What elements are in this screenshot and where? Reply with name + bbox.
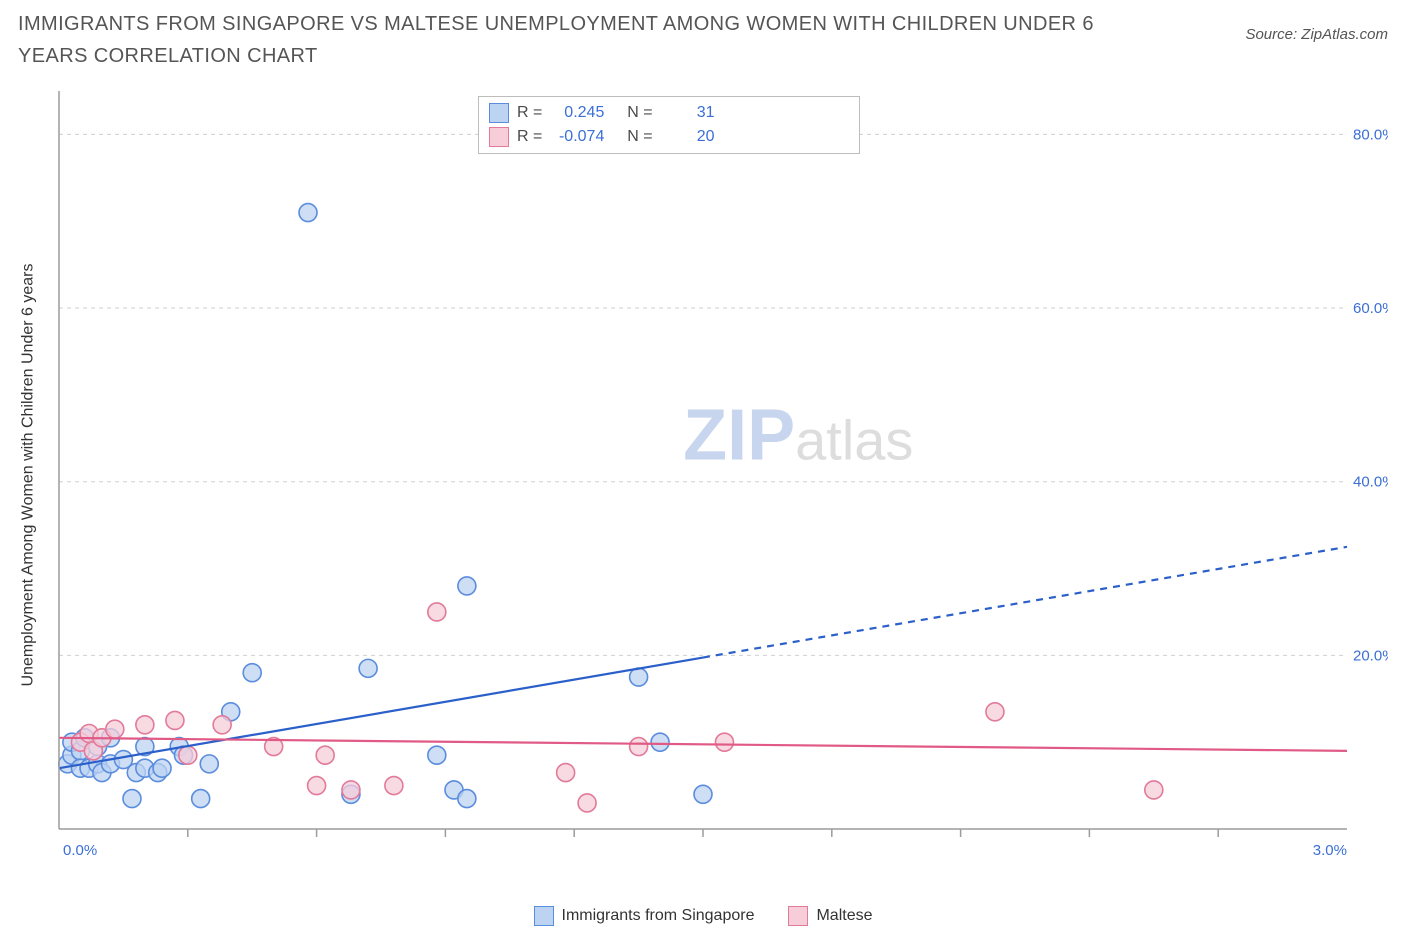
maltese-point (557, 764, 575, 782)
singapore-point (192, 790, 210, 808)
maltese-point (715, 733, 733, 751)
maltese-point (166, 711, 184, 729)
svg-text:3.0%: 3.0% (1313, 842, 1347, 859)
series-legend: Immigrants from Singapore Maltese (0, 906, 1406, 926)
maltese-point (308, 777, 326, 795)
svg-text:20.0%: 20.0% (1353, 647, 1388, 664)
chart-title: IMMIGRANTS FROM SINGAPORE VS MALTESE UNE… (18, 8, 1118, 72)
maltese-swatch (489, 127, 509, 147)
maltese-point (342, 781, 360, 799)
maltese-point (316, 746, 334, 764)
singapore-legend-swatch (534, 906, 554, 926)
singapore-stats-row: R = 0.245 N = 31 (489, 101, 849, 125)
maltese-r-value: -0.074 (550, 125, 610, 149)
y-axis-label: Unemployment Among Women with Children U… (19, 263, 37, 686)
singapore-point (651, 733, 669, 751)
singapore-point (299, 204, 317, 222)
singapore-legend-item: Immigrants from Singapore (534, 906, 755, 926)
maltese-point (428, 603, 446, 621)
n-label: N = (618, 101, 652, 125)
stats-legend: R = 0.245 N = 31 R = -0.074 N = 20 (478, 96, 860, 154)
svg-text:40.0%: 40.0% (1353, 474, 1388, 491)
singapore-point (200, 755, 218, 773)
singapore-legend-label: Immigrants from Singapore (562, 907, 755, 925)
watermark: ZIPatlas (683, 396, 913, 476)
singapore-r-value: 0.245 (550, 101, 610, 125)
singapore-n-value: 31 (661, 101, 721, 125)
singapore-trend-line-dash (703, 547, 1347, 658)
source-label: Source: ZipAtlas.com (1245, 26, 1388, 43)
n-label: N = (618, 125, 652, 149)
y-axis-label-container: Unemployment Among Women with Children U… (8, 90, 48, 860)
singapore-point (428, 746, 446, 764)
singapore-point (359, 659, 377, 677)
maltese-point (630, 738, 648, 756)
singapore-point (243, 664, 261, 682)
maltese-point (179, 746, 197, 764)
maltese-point (986, 703, 1004, 721)
singapore-point (458, 790, 476, 808)
maltese-stats-row: R = -0.074 N = 20 (489, 125, 849, 149)
r-label: R = (517, 125, 542, 149)
maltese-point (213, 716, 231, 734)
svg-text:0.0%: 0.0% (63, 842, 97, 859)
r-label: R = (517, 101, 542, 125)
maltese-point (578, 794, 596, 812)
maltese-point (136, 716, 154, 734)
singapore-point (694, 785, 712, 803)
singapore-swatch (489, 103, 509, 123)
singapore-point (123, 790, 141, 808)
scatter-plot: 20.0% 40.0% 60.0% 80.0% ZIPatlas 0.0% 3.0% (58, 90, 1388, 860)
chart-area: 20.0% 40.0% 60.0% 80.0% ZIPatlas 0.0% 3.0% R =… (58, 90, 1388, 860)
maltese-trend-line (59, 738, 1347, 751)
maltese-legend-swatch (788, 906, 808, 926)
singapore-point (153, 759, 171, 777)
singapore-trend-line (59, 658, 703, 769)
singapore-point (458, 577, 476, 595)
maltese-point (1145, 781, 1163, 799)
svg-text:60.0%: 60.0% (1353, 300, 1388, 317)
maltese-point (106, 720, 124, 738)
maltese-point (385, 777, 403, 795)
maltese-legend-label: Maltese (816, 907, 872, 925)
maltese-n-value: 20 (661, 125, 721, 149)
maltese-legend-item: Maltese (788, 906, 872, 926)
svg-text:80.0%: 80.0% (1353, 126, 1388, 143)
